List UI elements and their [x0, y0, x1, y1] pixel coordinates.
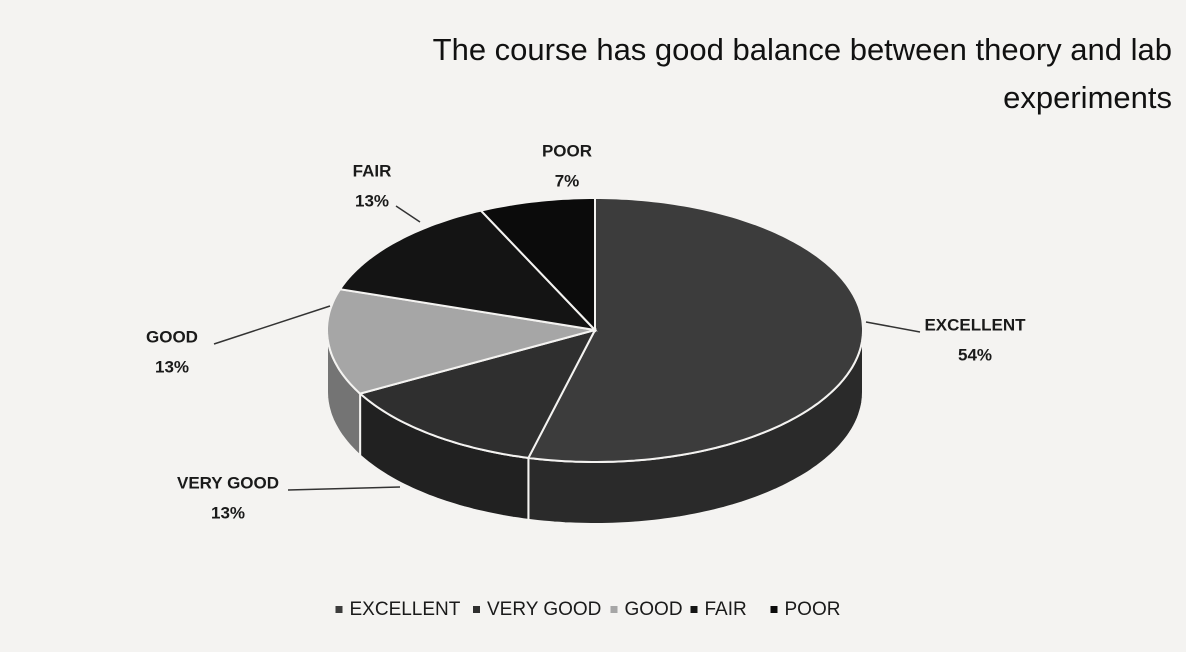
leader-line: [395, 205, 421, 223]
data-label-name: POOR: [542, 141, 592, 160]
legend-label: POOR: [785, 599, 841, 620]
chart-title: The course has good balance between theo…: [432, 32, 1172, 115]
data-label-value: 13%: [211, 503, 245, 522]
data-label-value: 13%: [155, 357, 189, 376]
slice: [338, 209, 598, 332]
legend-label: FAIR: [705, 599, 747, 620]
legend-label: VERY GOOD: [487, 599, 601, 620]
leader-line: [213, 305, 331, 345]
data-label-value: 7%: [555, 171, 580, 190]
legend-label: GOOD: [625, 599, 683, 620]
legend-swatch: [610, 606, 618, 613]
data-label-name: FAIR: [353, 161, 392, 180]
slice: [358, 328, 597, 459]
legend-swatch: [335, 606, 343, 613]
slice: [526, 197, 864, 463]
legend: EXCELLENT VERY GOOD GOOD FAIR POOR: [335, 599, 841, 620]
legend-swatch: [473, 606, 480, 613]
slice: [478, 197, 596, 333]
legend-swatch: [770, 606, 778, 613]
leader-line: [865, 321, 921, 333]
data-label-value: 13%: [355, 191, 389, 210]
legend-label: EXCELLENT: [350, 599, 461, 620]
slice: [326, 288, 596, 395]
data-label-name: GOOD: [146, 327, 198, 346]
data-label-name: VERY GOOD: [177, 473, 279, 492]
leader-line: [287, 486, 401, 491]
data-label-value: 54%: [958, 345, 992, 364]
legend-swatch: [690, 606, 698, 613]
data-label-name: EXCELLENT: [924, 315, 1026, 334]
